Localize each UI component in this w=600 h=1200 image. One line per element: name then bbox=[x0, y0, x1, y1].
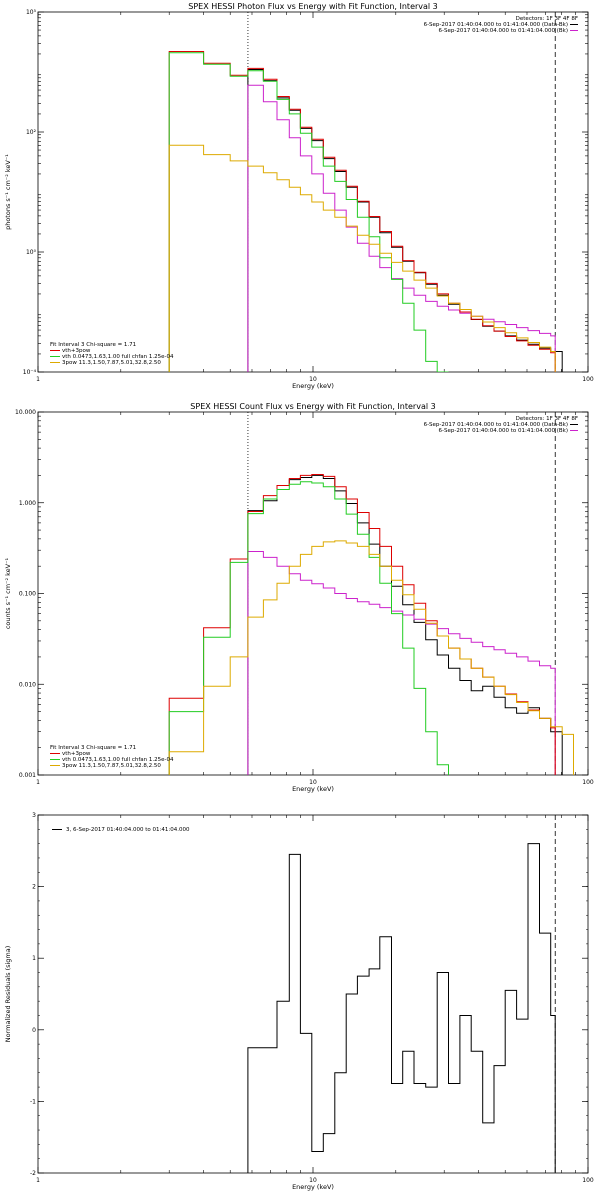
x-axis-label: Energy (keV) bbox=[292, 785, 334, 793]
y-tick-label: 0.100 bbox=[19, 591, 36, 598]
series-bk bbox=[247, 84, 556, 372]
chart-1: SPEX HESSI Photon Flux vs Energy with Fi… bbox=[4, 2, 594, 390]
y-axis-label: photons s⁻¹ cm⁻² keV⁻¹ bbox=[4, 154, 12, 230]
y-tick-label: 10⁰ bbox=[26, 249, 37, 256]
y-axis-label: counts s⁻¹ cm⁻² keV⁻¹ bbox=[4, 557, 12, 629]
bk-time-label: 6-Sep-2017 01:40:04.000 to 01:41:04.000 … bbox=[439, 428, 569, 434]
x-axis-label: Energy (keV) bbox=[292, 382, 334, 390]
x-tick-label: 100 bbox=[582, 779, 594, 786]
y-tick-label: 10.000 bbox=[15, 409, 36, 416]
y-tick-label: 1.000 bbox=[19, 500, 36, 507]
x-tick-label: 10 bbox=[309, 376, 317, 383]
series-vth bbox=[168, 52, 449, 372]
series-layer bbox=[168, 51, 563, 372]
detectors-label: Detectors: 1F 3F 4F 8F bbox=[516, 416, 578, 422]
x-tick-label: 100 bbox=[582, 376, 594, 383]
y-tick-label: 0.010 bbox=[19, 681, 36, 688]
fit-legend-entry: vth+3pow bbox=[62, 348, 91, 354]
fit-legend-entry: vth 0.0473,1.63,1.00 full chfan 1.25e-04 bbox=[62, 354, 174, 360]
series-bk bbox=[247, 551, 556, 775]
chart-title: SPEX HESSI Count Flux vs Energy with Fit… bbox=[190, 402, 435, 411]
fit-legend-header: Fit Interval 3 Chi-square = 1.71 bbox=[50, 745, 136, 751]
y-tick-label: -2 bbox=[30, 1170, 36, 1177]
series-data-bk bbox=[247, 69, 563, 372]
series-3pow bbox=[168, 540, 574, 775]
chart-3: 1 10 100 Energy (keV) -2 -1 0 1 2 3 Normalized Res… bbox=[4, 812, 594, 1191]
x-axis-label: Energy (keV) bbox=[292, 1183, 334, 1191]
series-layer bbox=[247, 843, 556, 1173]
series-vth-3pow bbox=[168, 474, 556, 775]
bk-time-label: 6-Sep-2017 01:40:04.000 to 01:41:04.000 … bbox=[439, 28, 569, 34]
x-tick-label: 10 bbox=[309, 1177, 317, 1184]
y-tick-label: 1 bbox=[32, 955, 36, 962]
x-tick-label: 1 bbox=[36, 779, 40, 786]
chart-title: SPEX HESSI Photon Flux vs Energy with Fi… bbox=[188, 2, 438, 11]
y-tick-label: 10² bbox=[26, 129, 37, 136]
fit-legend-entry: 3pow 11.3,1.50,7.87,5.01,32.8,2.50 bbox=[62, 360, 161, 366]
series-data-bk bbox=[247, 474, 563, 775]
fit-legend-entry: vth 0.0473,1.63,1.00 full chfan 1.25e-04 bbox=[62, 757, 174, 763]
data-bk-time-label: 6-Sep-2017 01:40:04.000 to 01:41:04.000 … bbox=[424, 422, 568, 428]
x-tick-label: 1 bbox=[36, 1177, 40, 1184]
y-tick-label: 10⁵ bbox=[26, 9, 37, 16]
y-tick-label: 10⁻⁴ bbox=[23, 369, 37, 376]
x-tick-label: 10 bbox=[309, 779, 317, 786]
y-tick-label: 3 bbox=[32, 812, 36, 819]
series-layer bbox=[168, 474, 574, 775]
series-vth bbox=[168, 481, 449, 775]
x-tick-label: 100 bbox=[582, 1177, 594, 1184]
residual-legend-entry: 3, 6-Sep-2017 01:40:04.000 to 01:41:04.0… bbox=[66, 827, 190, 833]
y-tick-label: 0.001 bbox=[19, 772, 36, 779]
x-tick-label: 1 bbox=[36, 376, 40, 383]
fit-legend-entry: vth+3pow bbox=[62, 751, 91, 757]
detectors-label: Detectors: 1F 3F 4F 8F bbox=[516, 16, 578, 22]
fit-legend-header: Fit Interval 3 Chi-square = 1.71 bbox=[50, 342, 136, 348]
fit-legend-entry: 3pow 11.3,1.50,7.87,5.01,32.8,2.50 bbox=[62, 763, 161, 769]
chart-2: SPEX HESSI Count Flux vs Energy with Fit… bbox=[4, 402, 594, 793]
series-residuals bbox=[247, 843, 556, 1173]
plot-frame bbox=[37, 11, 589, 373]
y-tick-label: 2 bbox=[32, 884, 36, 891]
plot-frame bbox=[37, 411, 589, 776]
series-vth-3pow bbox=[168, 51, 556, 372]
y-axis-label: Normalized Residuals (sigma) bbox=[4, 946, 12, 1043]
y-tick-label: -1 bbox=[30, 1098, 36, 1105]
y-tick-label: 0 bbox=[32, 1027, 36, 1034]
data-bk-time-label: 6-Sep-2017 01:40:04.000 to 01:41:04.000 … bbox=[424, 22, 568, 28]
series-3pow bbox=[168, 144, 556, 372]
